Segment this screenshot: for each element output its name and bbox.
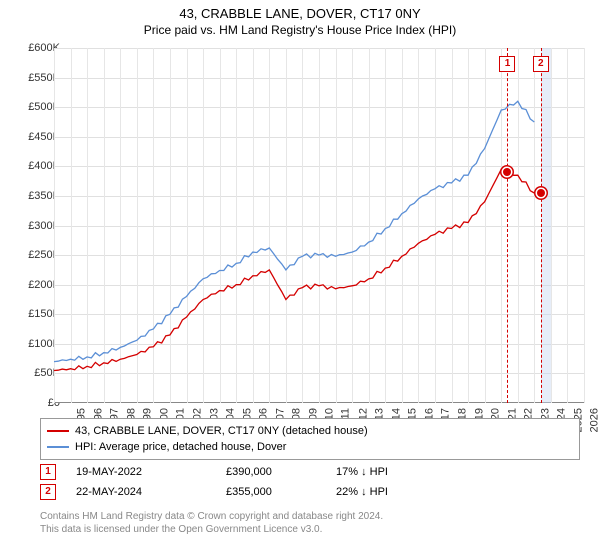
legend-swatch — [47, 446, 69, 448]
y-tick-label: £350K — [8, 190, 60, 202]
sale-price: £355,000 — [226, 486, 336, 498]
plot-area: 12 — [54, 48, 584, 403]
y-tick-label: £500K — [8, 101, 60, 113]
y-tick-label: £200K — [8, 279, 60, 291]
legend: 43, CRABBLE LANE, DOVER, CT17 0NY (detac… — [40, 418, 580, 460]
chart-container: 43, CRABBLE LANE, DOVER, CT17 0NY Price … — [0, 0, 600, 560]
table-row: 1 19-MAY-2022 £390,000 17% ↓ HPI — [40, 462, 566, 482]
legend-swatch — [47, 430, 69, 432]
y-tick-label: £300K — [8, 220, 60, 232]
sale-date: 19-MAY-2022 — [76, 466, 226, 478]
x-tick-label: 2026 — [589, 408, 600, 432]
y-tick-label: £100K — [8, 338, 60, 350]
y-tick-label: £400K — [8, 160, 60, 172]
legend-label: HPI: Average price, detached house, Dove… — [75, 441, 286, 453]
sales-table: 1 19-MAY-2022 £390,000 17% ↓ HPI 2 22-MA… — [40, 462, 566, 502]
chart-subtitle: Price paid vs. HM Land Registry's House … — [0, 21, 600, 41]
chart-title: 43, CRABBLE LANE, DOVER, CT17 0NY — [0, 0, 600, 21]
footer-line: This data is licensed under the Open Gov… — [40, 523, 566, 536]
y-tick-label: £0 — [8, 397, 60, 409]
y-tick-label: £450K — [8, 131, 60, 143]
footer-line: Contains HM Land Registry data © Crown c… — [40, 510, 566, 523]
sale-marker-icon: 1 — [40, 464, 56, 480]
y-tick-label: £50K — [8, 367, 60, 379]
sale-price: £390,000 — [226, 466, 336, 478]
chart-sale-marker: 2 — [533, 56, 549, 72]
y-tick-label: £600K — [8, 42, 60, 54]
sale-pct: 17% ↓ HPI — [336, 466, 456, 478]
sale-date: 22-MAY-2024 — [76, 486, 226, 498]
sale-marker-icon: 2 — [40, 484, 56, 500]
table-row: 2 22-MAY-2024 £355,000 22% ↓ HPI — [40, 482, 566, 502]
y-tick-label: £550K — [8, 72, 60, 84]
chart-sale-marker: 1 — [499, 56, 515, 72]
y-tick-label: £150K — [8, 308, 60, 320]
legend-label: 43, CRABBLE LANE, DOVER, CT17 0NY (detac… — [75, 425, 368, 437]
y-tick-label: £250K — [8, 249, 60, 261]
footer: Contains HM Land Registry data © Crown c… — [40, 510, 566, 536]
sale-pct: 22% ↓ HPI — [336, 486, 456, 498]
legend-item: 43, CRABBLE LANE, DOVER, CT17 0NY (detac… — [47, 423, 573, 439]
legend-item: HPI: Average price, detached house, Dove… — [47, 439, 573, 455]
